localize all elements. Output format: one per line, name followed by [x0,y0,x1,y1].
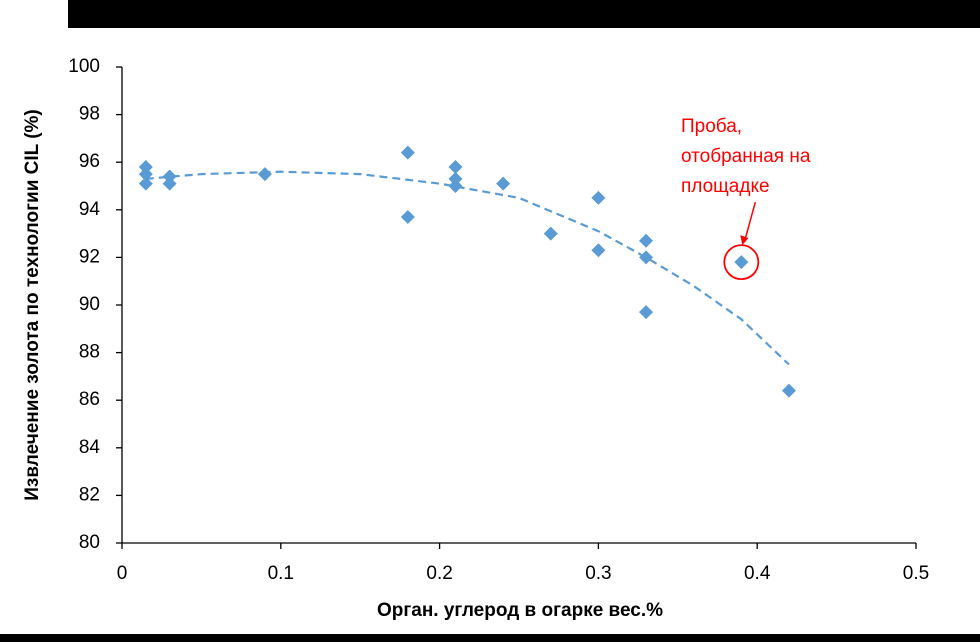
x-tick-label: 0.5 [903,563,929,584]
bottom-bar [0,634,980,642]
annotation-arrowhead [740,235,749,246]
point [138,167,153,182]
x-tick-label: 0.4 [744,563,771,584]
annotation-text: площадке [681,176,770,197]
point [448,159,463,174]
point [496,176,511,191]
point [138,159,153,174]
y-tick-label: 84 [79,437,101,458]
point [543,226,558,241]
top-bar [68,0,980,28]
annotation-arrow [743,201,757,243]
point [400,145,415,160]
point [591,190,606,205]
y-tick-label: 100 [68,56,100,77]
x-tick-label: 0.3 [585,563,611,584]
x-tick-label: 0 [117,563,128,584]
point [257,167,272,182]
y-tick-label: 88 [79,342,100,363]
y-tick-label: 90 [79,294,100,315]
annotation-text: отобранная на [681,146,811,167]
trendline [145,170,790,366]
y-tick-label: 94 [79,199,101,220]
point [162,169,177,184]
point [400,209,415,224]
x-tick-label: 0.2 [426,563,452,584]
y-tick-label: 96 [79,151,100,172]
point [734,255,749,270]
y-tick-label: 82 [79,484,100,505]
point [639,233,654,248]
annotation-text: Проба, [681,116,742,137]
y-axis-title: Извлечение золота по технологии CIL (%) [22,109,43,500]
y-tick-label: 80 [79,532,100,553]
point [639,250,654,265]
point [781,383,796,398]
x-tick-label: 0.1 [268,563,294,584]
point [591,243,606,258]
y-tick-label: 86 [79,389,100,410]
point [639,305,654,320]
point [162,176,177,191]
point [138,176,153,191]
y-tick-label: 98 [79,104,100,125]
annotation-circle [723,244,760,281]
point [448,171,463,186]
x-axis-title: Орган. углерод в огарке вес.% [377,600,663,621]
point [448,179,463,193]
y-tick-label: 92 [79,246,100,267]
